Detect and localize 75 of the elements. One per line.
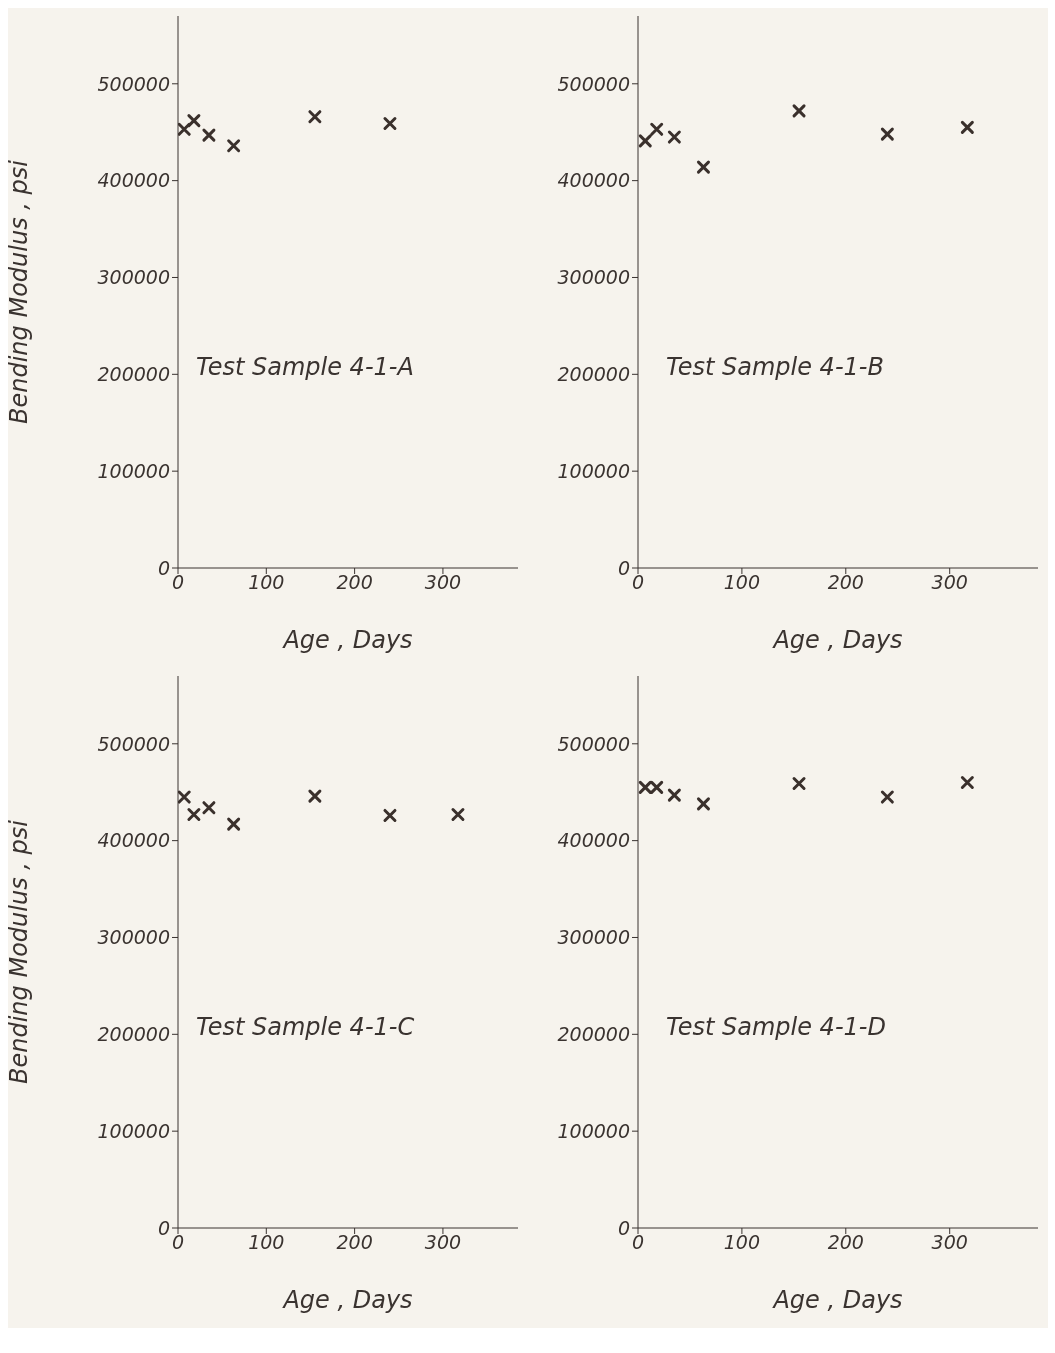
- y-axis-title: Bending Modulus , psi: [4, 159, 33, 424]
- x-tick-label: 0: [171, 571, 185, 594]
- y-tick-label: 500000: [97, 732, 170, 755]
- annotation: Test Sample 4-1-A: [196, 353, 414, 381]
- point: [383, 808, 397, 822]
- x-tick-label: 100: [248, 571, 285, 594]
- x-tick-label: 300: [931, 1231, 968, 1254]
- point: [696, 160, 710, 174]
- point: [227, 139, 241, 153]
- point: [308, 110, 322, 124]
- point: [451, 807, 465, 821]
- y-tick-label: 400000: [97, 169, 170, 192]
- y-tick-label: 400000: [97, 829, 170, 852]
- point: [650, 122, 664, 136]
- y-tick-label: 200000: [97, 1023, 170, 1046]
- point: [960, 120, 974, 134]
- x-axis-title: Age , Days: [281, 1286, 413, 1314]
- y-tick-label: 300000: [97, 266, 170, 289]
- point: [383, 116, 397, 130]
- y-tick-label: 200000: [557, 1023, 630, 1046]
- y-tick-label: 300000: [97, 926, 170, 949]
- annotation: Test Sample 4-1-C: [196, 1013, 415, 1041]
- point: [178, 790, 191, 804]
- point: [880, 127, 894, 141]
- y-tick-label: 300000: [557, 926, 630, 949]
- point: [792, 104, 806, 118]
- y-tick-label: 500000: [97, 72, 170, 95]
- x-tick-label: 100: [723, 1231, 761, 1254]
- y-tick-label: 100000: [557, 459, 630, 482]
- x-tick-label: 200: [827, 1231, 864, 1254]
- y-tick-label: 100000: [97, 459, 170, 482]
- x-tick-label: 0: [171, 1231, 185, 1254]
- point: [667, 130, 681, 144]
- x-tick-label: 0: [631, 1231, 645, 1254]
- x-tick-label: 300: [931, 571, 968, 594]
- point: [638, 134, 652, 148]
- x-tick-label: 100: [723, 571, 761, 594]
- y-tick-label: 100000: [97, 1119, 170, 1142]
- x-tick-label: 200: [336, 571, 373, 594]
- y-tick-label: 0: [157, 556, 170, 579]
- point: [308, 789, 322, 803]
- point: [792, 776, 806, 790]
- point: [187, 807, 201, 821]
- annotation: Test Sample 4-1-B: [666, 353, 884, 381]
- point: [187, 114, 201, 128]
- point: [696, 797, 710, 811]
- point: [667, 788, 681, 802]
- x-axis-title: Age , Days: [771, 1286, 903, 1314]
- x-tick-label: 0: [631, 571, 645, 594]
- point: [202, 128, 216, 142]
- y-tick-label: 300000: [557, 266, 630, 289]
- y-axis-title: Bending Modulus , psi: [4, 819, 33, 1084]
- y-tick-label: 200000: [97, 363, 170, 386]
- x-axis-title: Age , Days: [771, 626, 903, 654]
- y-tick-label: 0: [157, 1216, 170, 1239]
- y-tick-label: 400000: [557, 829, 630, 852]
- y-tick-label: 500000: [557, 732, 630, 755]
- y-tick-label: 0: [617, 556, 630, 579]
- x-tick-label: 100: [248, 1231, 285, 1254]
- y-tick-label: 0: [617, 1216, 630, 1239]
- y-tick-label: 100000: [557, 1119, 630, 1142]
- annotation: Test Sample 4-1-D: [666, 1013, 886, 1041]
- point: [960, 776, 974, 790]
- y-tick-label: 200000: [557, 363, 630, 386]
- x-tick-label: 300: [424, 571, 462, 594]
- x-tick-label: 200: [827, 571, 864, 594]
- point: [880, 790, 894, 804]
- point: [178, 122, 191, 136]
- x-tick-label: 200: [336, 1231, 373, 1254]
- y-tick-label: 400000: [557, 169, 630, 192]
- point: [227, 817, 241, 831]
- x-axis-title: Age , Days: [281, 626, 413, 654]
- y-tick-label: 500000: [557, 72, 630, 95]
- x-tick-label: 300: [424, 1231, 462, 1254]
- point: [202, 801, 216, 815]
